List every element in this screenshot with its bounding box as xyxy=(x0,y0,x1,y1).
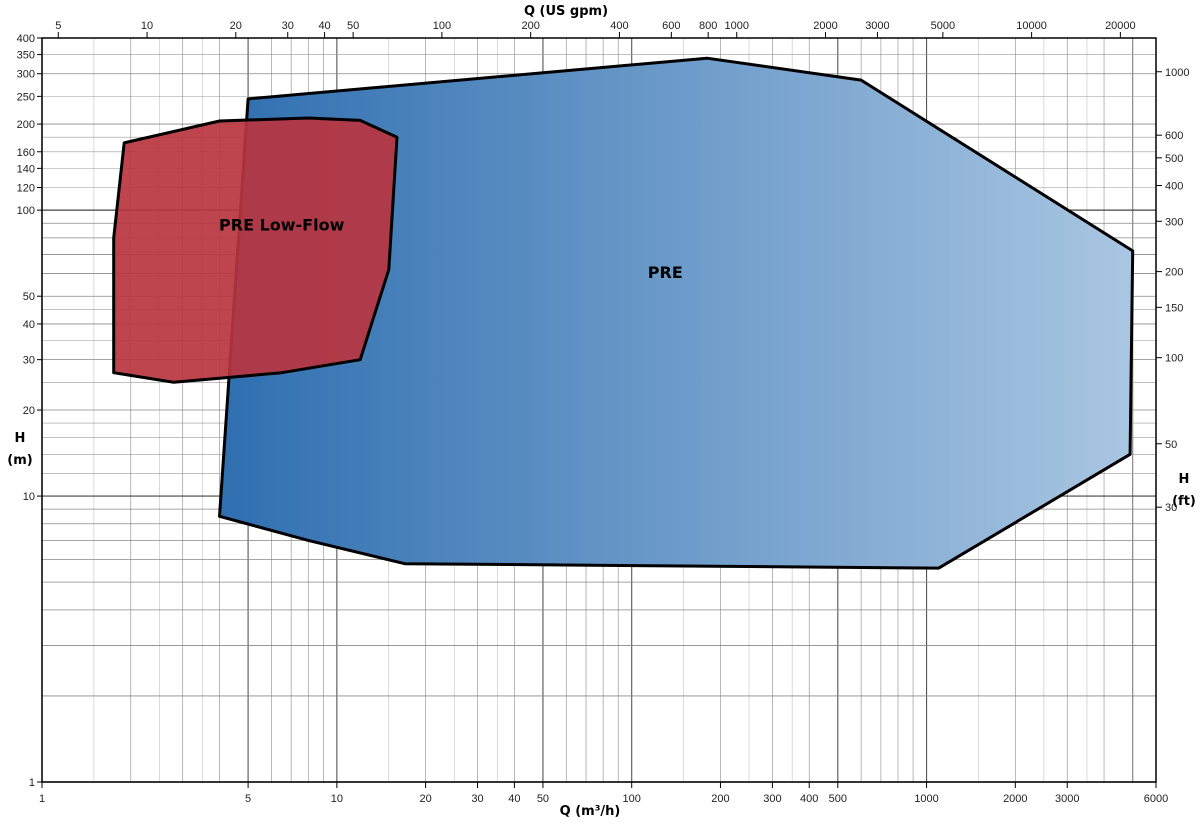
x-bottom-tick-label: 200 xyxy=(711,793,729,805)
y-left-tick-label: 120 xyxy=(17,183,35,195)
y-left-tick-label: 40 xyxy=(23,319,35,331)
y-left-tick-label: 350 xyxy=(17,50,35,62)
x-bottom-tick-label: 5 xyxy=(245,793,251,805)
x-top-axis-title: Q (US gpm) xyxy=(524,4,608,19)
x-top-tick-label: 30 xyxy=(282,20,294,32)
x-bottom-tick-label: 1000 xyxy=(914,793,938,805)
y-right-tick-label: 1000 xyxy=(1165,67,1189,79)
x-bottom-tick-label: 20 xyxy=(419,793,431,805)
x-top-tick-label: 3000 xyxy=(865,20,889,32)
y-left-tick-label: 10 xyxy=(23,491,35,503)
x-top-tick-label: 800 xyxy=(699,20,717,32)
y-right-tick-label: 500 xyxy=(1165,153,1183,165)
x-bottom-tick-label: 50 xyxy=(537,793,549,805)
x-bottom-axis-title: Q (m³/h) xyxy=(560,804,621,819)
x-bottom-tick-label: 6000 xyxy=(1144,793,1168,805)
y-right-tick-label: 50 xyxy=(1165,439,1177,451)
x-bottom-tick-label: 1 xyxy=(39,793,45,805)
x-bottom-tick-label: 100 xyxy=(623,793,641,805)
x-bottom-tick-label: 40 xyxy=(508,793,520,805)
y-right-axis-title-line1: H xyxy=(1179,472,1190,487)
x-bottom-tick-label: 3000 xyxy=(1055,793,1079,805)
x-top-tick-label: 5000 xyxy=(931,20,955,32)
x-top-tick-label: 20000 xyxy=(1105,20,1136,32)
x-top-tick-label: 20 xyxy=(230,20,242,32)
y-left-tick-label: 300 xyxy=(17,69,35,81)
y-right-tick-label: 150 xyxy=(1165,302,1183,314)
y-right-tick-label: 200 xyxy=(1165,267,1183,279)
y-right-tick-label: 100 xyxy=(1165,353,1183,365)
x-top-tick-label: 10 xyxy=(141,20,153,32)
y-left-tick-label: 400 xyxy=(17,33,35,45)
y-left-tick-label: 30 xyxy=(23,355,35,367)
y-left-tick-label: 140 xyxy=(17,163,35,175)
y-left-axis-title-line2: (m) xyxy=(7,453,32,468)
region-label-pre-low-flow: PRE Low-Flow xyxy=(219,215,345,234)
y-right-tick-label: 600 xyxy=(1165,130,1183,142)
region-label-pre: PRE xyxy=(648,263,683,282)
x-bottom-tick-label: 300 xyxy=(763,793,781,805)
x-top-tick-label: 10000 xyxy=(1016,20,1047,32)
x-top-tick-label: 1000 xyxy=(725,20,749,32)
x-top-tick-label: 200 xyxy=(521,20,539,32)
y-left-tick-label: 20 xyxy=(23,405,35,417)
y-left-tick-label: 250 xyxy=(17,91,35,103)
x-top-tick-label: 50 xyxy=(347,20,359,32)
x-top-tick-label: 400 xyxy=(610,20,628,32)
x-bottom-tick-label: 10 xyxy=(331,793,343,805)
y-left-tick-label: 1 xyxy=(29,777,35,789)
x-bottom-tick-label: 2000 xyxy=(1003,793,1027,805)
y-left-tick-label: 100 xyxy=(17,205,35,217)
y-left-axis-title-line1: H xyxy=(15,431,26,446)
y-right-axis-title-line2: (ft) xyxy=(1172,494,1196,509)
y-left-tick-label: 50 xyxy=(23,291,35,303)
y-right-tick-label: 30 xyxy=(1165,502,1177,514)
axis-titles: Q (US gpm) Q (m³/h) H (m) H (ft) xyxy=(7,4,1196,819)
y-right-tick-label: 300 xyxy=(1165,216,1183,228)
x-bottom-tick-label: 30 xyxy=(471,793,483,805)
x-bottom-tick-label: 500 xyxy=(829,793,847,805)
x-top-tick-label: 5 xyxy=(55,20,61,32)
regions: PRE PRE Low-Flow xyxy=(112,56,1135,570)
region-pre-low-flow xyxy=(112,116,399,384)
x-top-tick-label: 2000 xyxy=(813,20,837,32)
y-left-tick-label: 160 xyxy=(17,147,35,159)
x-top-tick-label: 100 xyxy=(433,20,451,32)
x-top-tick-label: 40 xyxy=(318,20,330,32)
tick-labels: 1 5 10 20 30 40 50 100 200 300 400 500 1000 2000 3000 6… xyxy=(17,20,1190,805)
x-bottom-tick-label: 400 xyxy=(800,793,818,805)
y-left-tick-label: 200 xyxy=(17,119,35,131)
y-right-tick-label: 400 xyxy=(1165,181,1183,193)
x-top-tick-label: 600 xyxy=(662,20,680,32)
region-pre xyxy=(218,56,1135,570)
